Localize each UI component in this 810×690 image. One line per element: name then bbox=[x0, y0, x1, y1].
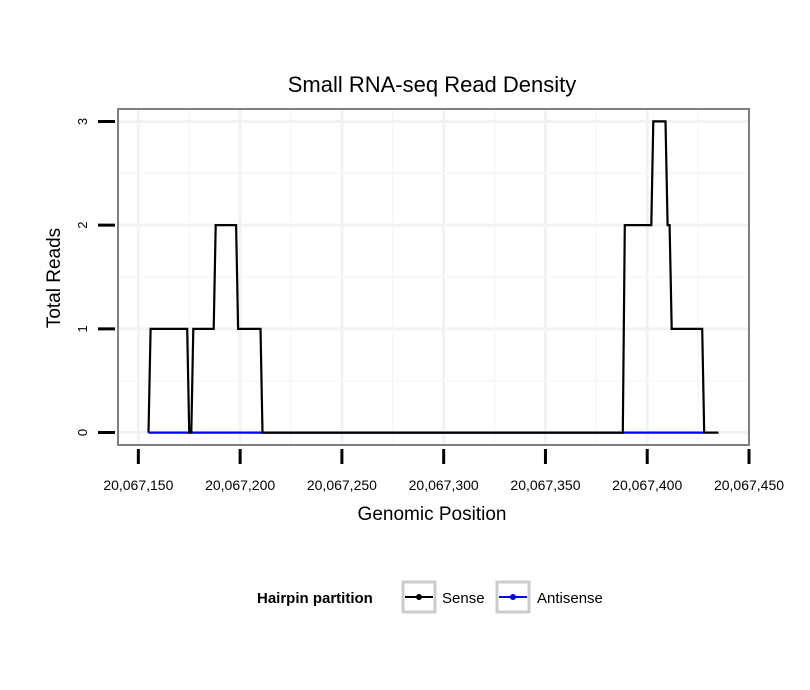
x-tick-label: 20,067,300 bbox=[409, 477, 479, 493]
x-tick-label: 20,067,250 bbox=[307, 477, 377, 493]
y-axis: 0 1 2 3 bbox=[75, 118, 115, 436]
x-tick-label: 20,067,150 bbox=[103, 477, 173, 493]
legend-key-sense-marker bbox=[416, 594, 422, 600]
x-axis-title: Genomic Position bbox=[358, 504, 507, 525]
y-tick-label: 2 bbox=[75, 222, 90, 229]
y-tick-label: 0 bbox=[75, 429, 90, 436]
y-tick-label: 3 bbox=[75, 118, 90, 125]
x-tick-label: 20,067,200 bbox=[205, 477, 275, 493]
x-axis: 20,067,150 20,067,200 20,067,250 20,067,300… bbox=[103, 449, 784, 493]
legend-label-antisense: Antisense bbox=[537, 590, 603, 607]
series-line-sense bbox=[147, 120, 719, 434]
chart-title: Small RNA-seq Read Density bbox=[288, 72, 577, 97]
panel-border bbox=[117, 108, 750, 446]
legend-label-sense: Sense bbox=[442, 590, 485, 607]
y-axis-title: Total Reads bbox=[44, 228, 65, 328]
series-layer bbox=[147, 120, 719, 434]
grid-lines bbox=[118, 109, 749, 445]
legend: Hairpin partition Sense Antisense bbox=[257, 580, 603, 614]
y-tick-label: 1 bbox=[75, 325, 90, 332]
legend-title: Hairpin partition bbox=[257, 590, 373, 607]
legend-key-antisense-marker bbox=[510, 594, 516, 600]
x-tick-label: 20,067,350 bbox=[510, 477, 580, 493]
x-tick-label: 20,067,450 bbox=[714, 477, 784, 493]
x-tick-label: 20,067,400 bbox=[612, 477, 682, 493]
